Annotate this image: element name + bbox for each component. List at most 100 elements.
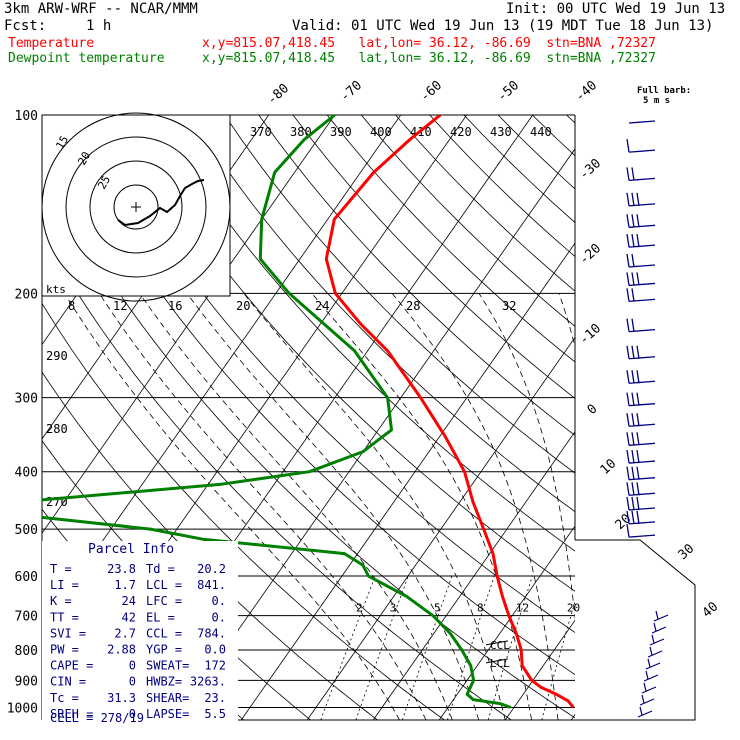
hodograph-ring xyxy=(65,136,207,278)
isotherm-label: -30 xyxy=(577,156,604,183)
wind-barb-flag xyxy=(626,510,630,525)
valid-time: Valid: 01 UTC Wed 19 Jun 13 (19 MDT Tue … xyxy=(292,18,714,34)
wind-barb-shaft xyxy=(637,710,653,718)
wind-barb-shaft xyxy=(628,177,656,182)
wind-barb-shaft xyxy=(628,477,656,481)
wind-barb-flag xyxy=(636,510,640,525)
wind-barb-flag xyxy=(631,449,635,464)
isotherm-line xyxy=(0,115,5,720)
parcel-field-value: 23. xyxy=(204,691,226,705)
hodograph-trace xyxy=(117,179,205,227)
dry-adiabat-line xyxy=(87,115,575,633)
mixing-ratio-label: 8 xyxy=(477,602,484,615)
wind-barb xyxy=(626,167,656,182)
wind-barb-flag xyxy=(631,510,635,525)
wind-barb-flag xyxy=(631,318,635,332)
hodograph-ring xyxy=(113,184,159,230)
wind-barb-shaft xyxy=(628,282,656,287)
wind-barb xyxy=(626,466,656,481)
wind-barb-flag xyxy=(631,167,635,181)
isotherm-line xyxy=(703,115,740,720)
dewpoint-line xyxy=(42,115,512,709)
wind-barb xyxy=(626,214,656,228)
wind-barb xyxy=(626,392,656,407)
isotherm-label: -20 xyxy=(577,241,604,268)
wind-barb-flag xyxy=(626,370,630,384)
wind-barb-shaft xyxy=(628,507,656,511)
hodograph-axis-label: 20 xyxy=(236,299,250,313)
isotherm-line xyxy=(174,148,575,720)
hodograph-ring xyxy=(41,112,231,302)
parcel-field-label: EL = xyxy=(146,610,175,624)
isotherm-label: 10 xyxy=(598,456,620,478)
parcel-info-title: Parcel Info xyxy=(88,542,174,557)
wind-barb-flag xyxy=(641,694,645,704)
wind-barb-flag xyxy=(636,496,640,511)
hodograph-ring xyxy=(89,160,183,254)
isotherm-line xyxy=(306,336,575,720)
wind-barb xyxy=(643,670,659,682)
mixing-ratio-line xyxy=(402,575,453,720)
wind-barb-flag xyxy=(636,449,640,464)
isotherm-label: 0 xyxy=(585,402,601,418)
wind-barb-shaft xyxy=(628,534,656,538)
wind-barb-flag xyxy=(636,370,640,384)
mixing-ratio-label: 12 xyxy=(516,602,529,615)
moist-adiabat-line xyxy=(139,293,453,720)
pressure-tick-label: 400 xyxy=(15,466,38,481)
isotherm-label: -50 xyxy=(495,78,522,105)
parcel-field-label: YGP = xyxy=(146,643,182,657)
wind-barb xyxy=(639,694,655,706)
wind-barb-shaft xyxy=(628,356,656,360)
wind-barb-flag xyxy=(626,167,630,181)
pressure-tick-label: 300 xyxy=(15,392,38,407)
ccl-label: CCL xyxy=(490,639,510,652)
theta-label: 440 xyxy=(530,125,552,139)
wind-barb-shaft xyxy=(628,423,656,427)
mixing-ratio-label: 3 xyxy=(390,602,397,615)
pressure-tick-label: 1000 xyxy=(7,701,38,716)
wind-barb-flag xyxy=(631,234,635,248)
isotherm-label: -70 xyxy=(338,78,365,105)
ccl-marker xyxy=(485,640,509,646)
dewpoint-legend-label: Dewpoint temperature xyxy=(8,51,165,66)
temperature-legend-label: Temperature xyxy=(8,36,95,51)
wind-barb xyxy=(626,413,656,427)
wind-barb-flag xyxy=(631,253,635,268)
parcel-field-label: LAPSE= xyxy=(146,707,189,721)
model-title: 3km ARW-WRF -- NCAR/MMM xyxy=(4,1,198,17)
wind-barb-flag xyxy=(626,432,630,446)
parcel-field-label: PW = xyxy=(50,643,79,657)
isotherm-label: -40 xyxy=(573,78,600,105)
parcel-field-label: SVI = xyxy=(50,626,86,640)
wind-barb-shaft xyxy=(628,380,656,384)
parcel-field-label: SREH = xyxy=(50,707,93,721)
wind-barb-flag xyxy=(626,466,630,480)
wind-barb xyxy=(626,253,656,268)
dry-adiabat-line xyxy=(326,115,575,363)
wind-barb-flag xyxy=(626,272,630,286)
wind-barb-flag xyxy=(636,392,640,406)
wind-barb-flag xyxy=(631,192,635,206)
parcel-field-label: CCL = xyxy=(146,626,182,640)
hodograph-ring-label: 25 xyxy=(95,174,113,192)
wind-barb-header-label: Full barb: xyxy=(637,86,691,96)
parcel-field-label: T = xyxy=(50,562,72,576)
wind-barb xyxy=(645,658,661,670)
wind-barb xyxy=(641,682,657,694)
parcel-field-label: TT = xyxy=(50,610,79,624)
mixing-ratio-line xyxy=(320,575,376,720)
dry-adiabat-line xyxy=(463,115,575,223)
wind-barb-shaft xyxy=(628,403,656,407)
wind-barb-shaft xyxy=(647,650,663,658)
isotherm-line xyxy=(372,431,575,720)
wind-barb-shaft xyxy=(639,698,655,706)
wind-barb-flag xyxy=(636,192,640,206)
dry-adiabat-line xyxy=(121,115,575,592)
theta-label: 400 xyxy=(370,125,392,139)
parcel-field-label: LI = xyxy=(50,578,79,592)
wind-barb-flag xyxy=(631,370,635,384)
moist-adiabat-line xyxy=(391,293,559,720)
wind-barb-shaft xyxy=(641,686,657,694)
dry-adiabat-label: 290 xyxy=(46,349,68,363)
